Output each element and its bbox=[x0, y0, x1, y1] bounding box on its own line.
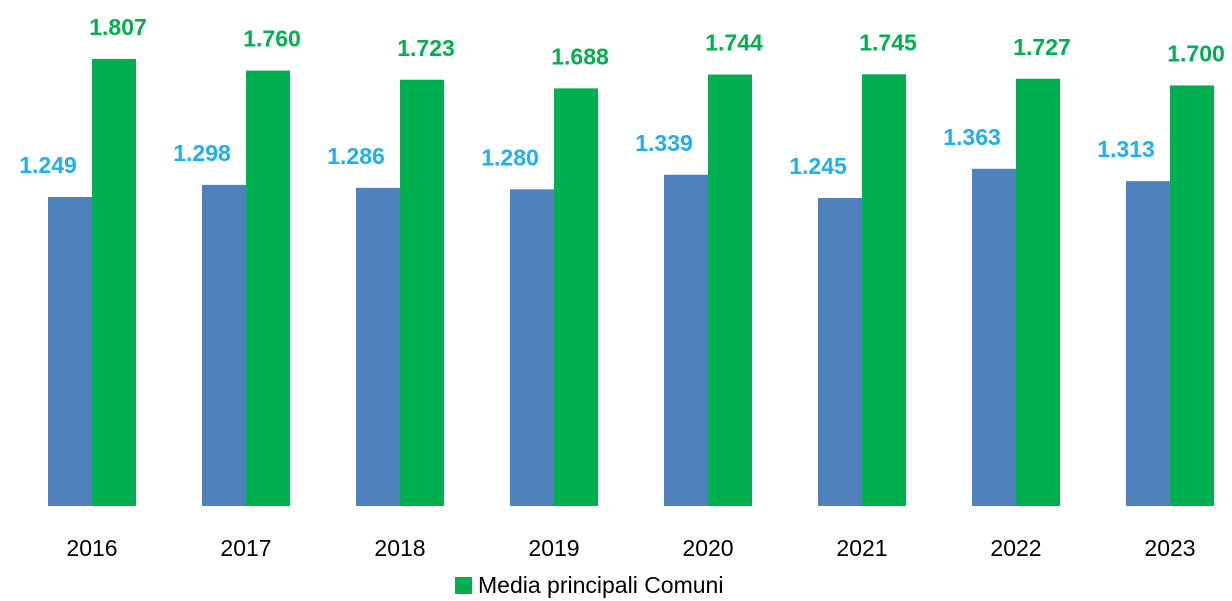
bar bbox=[818, 197, 862, 506]
data-label: 1.286 bbox=[327, 143, 385, 169]
data-label: 1.249 bbox=[19, 152, 77, 178]
x-tick-label: 2022 bbox=[990, 535, 1041, 561]
bar bbox=[48, 196, 92, 506]
bar bbox=[664, 174, 708, 507]
bar bbox=[246, 70, 290, 507]
legend-swatch bbox=[455, 577, 472, 594]
bar bbox=[92, 58, 136, 506]
bar bbox=[400, 79, 444, 506]
data-label: 1.700 bbox=[1167, 40, 1225, 66]
legend-label: Media principali Comuni bbox=[478, 572, 723, 598]
data-label: 1.723 bbox=[397, 35, 455, 61]
x-tick-label: 2023 bbox=[1144, 535, 1195, 561]
x-tick-label: 2018 bbox=[374, 535, 425, 561]
data-label: 1.339 bbox=[635, 130, 693, 156]
bar bbox=[554, 88, 598, 507]
bar bbox=[972, 168, 1016, 506]
x-tick-label: 2017 bbox=[220, 535, 271, 561]
bar bbox=[356, 187, 400, 506]
data-label: 1.298 bbox=[173, 140, 231, 166]
data-label: 1.313 bbox=[1097, 136, 1155, 162]
data-label: 1.744 bbox=[705, 30, 763, 56]
x-tick-label: 2016 bbox=[66, 535, 117, 561]
data-label: 1.727 bbox=[1013, 34, 1071, 60]
bar bbox=[202, 184, 246, 506]
bar bbox=[862, 74, 906, 507]
data-label: 1.745 bbox=[859, 29, 917, 55]
data-label: 1.688 bbox=[551, 43, 609, 69]
bar bbox=[1016, 78, 1060, 506]
data-label: 1.245 bbox=[789, 153, 847, 179]
x-tick-label: 2021 bbox=[836, 535, 887, 561]
bar bbox=[1126, 181, 1170, 506]
data-label: 1.363 bbox=[943, 124, 1001, 150]
x-tick-label: 2020 bbox=[682, 535, 733, 561]
x-tick-label: 2019 bbox=[528, 535, 579, 561]
data-label: 1.807 bbox=[89, 14, 147, 40]
data-label: 1.760 bbox=[243, 26, 301, 52]
bar bbox=[708, 74, 752, 507]
bar bbox=[1170, 85, 1214, 507]
data-label: 1.280 bbox=[481, 144, 539, 170]
bar bbox=[510, 189, 554, 506]
